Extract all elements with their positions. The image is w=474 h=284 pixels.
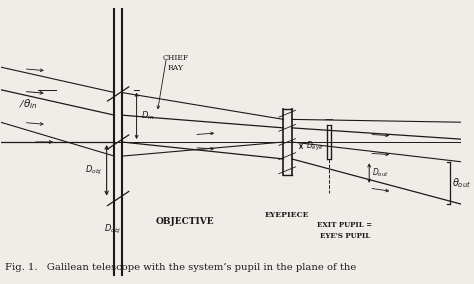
Text: OBJECTIVE: OBJECTIVE — [155, 217, 214, 225]
Text: $D_{out}$: $D_{out}$ — [372, 167, 388, 179]
Text: $\theta_{out}$: $\theta_{out}$ — [452, 176, 472, 190]
Text: $D_{obj}$: $D_{obj}$ — [104, 223, 121, 236]
Text: $D_{in}$: $D_{in}$ — [141, 110, 155, 122]
Text: CHIEF
RAY: CHIEF RAY — [163, 55, 189, 72]
Text: EYEPIECE: EYEPIECE — [265, 211, 310, 219]
Text: /$\theta_{in}$: /$\theta_{in}$ — [19, 97, 38, 111]
Text: Fig. 1.   Galilean telescope with the system’s pupil in the plane of the: Fig. 1. Galilean telescope with the syst… — [5, 263, 356, 272]
Text: $D_{eye}$: $D_{eye}$ — [306, 140, 323, 153]
Text: $D_{obj}$: $D_{obj}$ — [85, 164, 102, 177]
Text: EXIT PUPIL =
EYE'S PUPIL: EXIT PUPIL = EYE'S PUPIL — [317, 221, 373, 239]
